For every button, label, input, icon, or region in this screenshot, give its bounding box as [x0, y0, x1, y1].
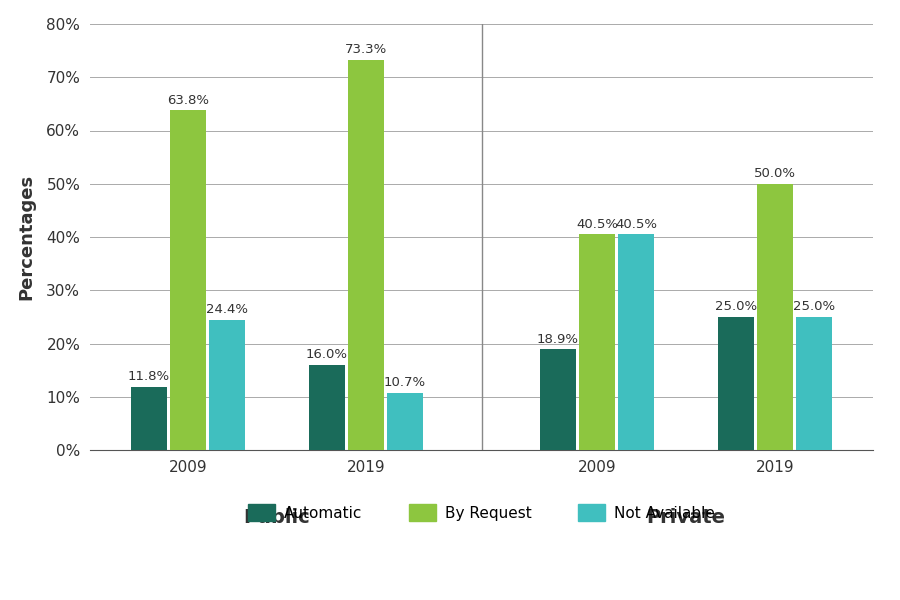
Bar: [540, 349, 576, 450]
Text: 11.8%: 11.8%: [128, 370, 170, 383]
Text: 25.0%: 25.0%: [715, 300, 757, 313]
Bar: [309, 365, 345, 450]
Text: 24.4%: 24.4%: [206, 304, 248, 316]
Text: 25.0%: 25.0%: [793, 300, 835, 313]
Legend: Automatic, By Request, Not Available: Automatic, By Request, Not Available: [241, 497, 722, 527]
Text: 16.0%: 16.0%: [306, 348, 347, 361]
Text: 73.3%: 73.3%: [345, 43, 387, 56]
Text: Public: Public: [244, 508, 310, 527]
Bar: [347, 59, 383, 450]
Bar: [757, 184, 793, 450]
Bar: [718, 317, 754, 450]
Bar: [170, 110, 206, 450]
Bar: [580, 235, 616, 450]
Bar: [796, 317, 832, 450]
Text: 40.5%: 40.5%: [576, 218, 618, 230]
Text: 18.9%: 18.9%: [537, 332, 579, 346]
Bar: [618, 235, 654, 450]
Text: 40.5%: 40.5%: [616, 218, 657, 230]
Y-axis label: Percentages: Percentages: [17, 174, 35, 300]
Text: 63.8%: 63.8%: [166, 94, 209, 107]
Bar: [209, 320, 245, 450]
Text: Private: Private: [646, 508, 725, 527]
Text: 10.7%: 10.7%: [384, 376, 426, 389]
Bar: [130, 387, 166, 450]
Text: 50.0%: 50.0%: [754, 167, 796, 180]
Bar: [387, 393, 423, 450]
